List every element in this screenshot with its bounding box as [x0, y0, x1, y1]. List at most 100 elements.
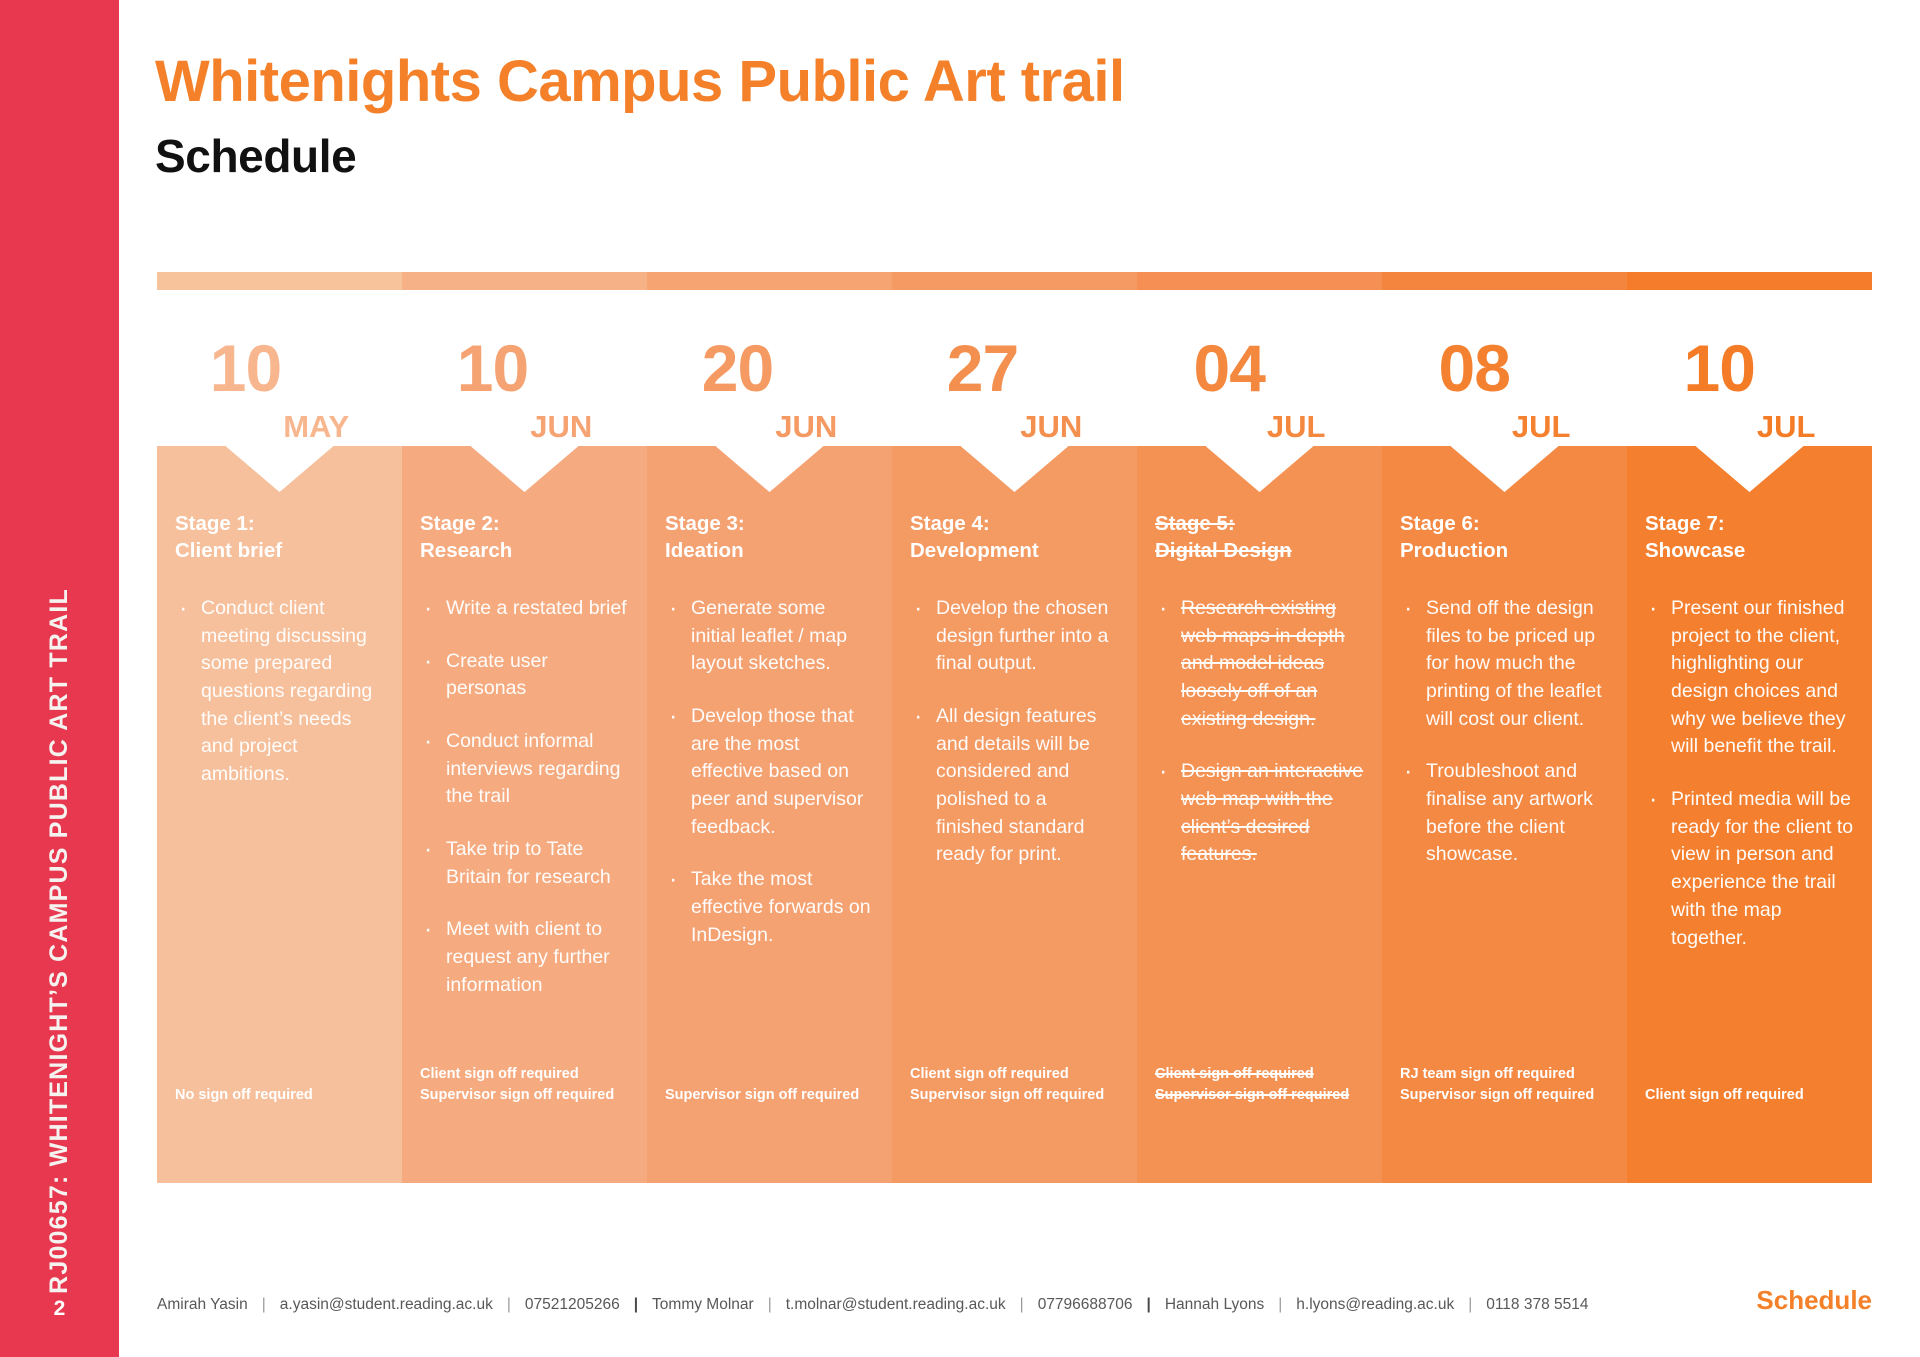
footer-contact-phone: 07521205266	[524, 1296, 620, 1313]
stage-column-inner: Stage 3: Ideation Generate some initial l…	[661, 446, 878, 1183]
date-cell-6: 08 JUL	[1382, 290, 1627, 446]
list-item: All design features and details will be …	[910, 699, 1119, 869]
stage-columns: Stage 1: Client brief Conduct client meet…	[157, 446, 1872, 1183]
left-spine: RJ00657: WHITENIGHT’S CAMPUS PUBLIC ART …	[0, 0, 119, 1357]
list-item: Create user personas	[420, 644, 629, 703]
footer-contact-phone: 07796688706	[1037, 1296, 1133, 1313]
date-day: 10	[1683, 331, 1756, 405]
sign-off-note: RJ team sign off required Supervisor sig…	[1400, 1065, 1595, 1104]
date-day: 10	[209, 331, 282, 405]
date-month: JUN	[1020, 409, 1083, 444]
list-item: Research existing web maps in depth and …	[1155, 591, 1364, 733]
list-item: Send off the design files to be priced u…	[1400, 591, 1609, 733]
stage-title: Stage 5: Digital Design	[1155, 512, 1292, 563]
footer-separator: |	[1278, 1296, 1283, 1313]
stage-title: Stage 2: Research	[420, 512, 513, 563]
sign-off-note: No sign off required	[175, 1087, 313, 1104]
stage-column-inner: Stage 6: Production Send off the design f…	[1396, 446, 1613, 1183]
date-cell-5: 04 JUL	[1137, 290, 1382, 446]
stage-column-inner: Stage 2: Research Write a restated brief C…	[416, 446, 633, 1183]
date-cell-2: 10 JUN	[402, 290, 647, 446]
stage-column-inner: Stage 1: Client brief Conduct client meet…	[171, 446, 388, 1183]
list-item: Take the most effective forwards on InDe…	[665, 862, 874, 949]
stage-task-list: Develop the chosen design further into a…	[910, 591, 1119, 894]
sign-off-note: Supervisor sign off required	[665, 1087, 860, 1104]
list-item: Write a restated brief	[420, 591, 629, 626]
list-item: Printed media will be ready for the clie…	[1645, 782, 1854, 952]
footer-contact-name: Tommy Molnar	[652, 1296, 754, 1313]
stage-task-list: Conduct client meeting discussing some p…	[175, 591, 384, 814]
sign-off-note: Client sign off required Supervisor sign…	[1155, 1065, 1350, 1104]
date-cell-3: 20 JUN	[647, 290, 892, 446]
footer-contact-email[interactable]: a.yasin@student.reading.ac.uk	[279, 1296, 493, 1313]
footer-contact-name: Amirah Yasin	[157, 1296, 248, 1313]
schedule-timeline: 10 MAY 10 JUN 20 JUN 27 JUN 04 JUL 08 JUL 10 JUL Stag…	[157, 272, 1872, 1183]
stage-column-2[interactable]: Stage 2: Research Write a restated brief C…	[402, 446, 647, 1183]
footer-contact-phone: 0118 378 5514	[1486, 1296, 1589, 1313]
date-month: JUL	[1266, 409, 1326, 444]
sign-off-note: Client sign off required Supervisor sign…	[420, 1065, 615, 1104]
list-item: Design an interactive web map with the c…	[1155, 754, 1364, 869]
stage-column-inner: Stage 5: Digital Design Research existing…	[1151, 446, 1368, 1183]
stage-column-1[interactable]: Stage 1: Client brief Conduct client meet…	[157, 446, 402, 1183]
stage-title: Stage 1: Client brief	[175, 512, 283, 563]
spine-label-wrap: RJ00657: WHITENIGHT’S CAMPUS PUBLIC ART …	[0, 0, 119, 1357]
sign-off-note: Client sign off required	[1645, 1087, 1804, 1104]
date-cell-1: 10 MAY	[157, 290, 402, 446]
footer-separator: |	[1146, 1296, 1151, 1313]
list-item: Develop the chosen design further into a…	[910, 591, 1119, 678]
date-day: 27	[946, 331, 1019, 405]
date-month: JUN	[530, 409, 593, 444]
footer-separator: |	[1019, 1296, 1024, 1313]
gradient-segment	[647, 272, 892, 290]
page-title: Whitenights Campus Public Art trail	[155, 49, 1125, 114]
footer-separator: |	[633, 1296, 639, 1313]
stage-task-list: Write a restated brief Create user person…	[420, 591, 629, 1025]
page-number: 2	[53, 1297, 66, 1320]
stage-column-inner: Stage 4: Development Develop the chosen d…	[906, 446, 1123, 1183]
date-month: JUL	[1511, 409, 1571, 444]
date-cell-7: 10 JUL	[1627, 290, 1872, 446]
date-month: MAY	[283, 409, 350, 444]
gradient-segment	[892, 272, 1137, 290]
stage-task-list: Present our finished project to the clie…	[1645, 591, 1854, 977]
stage-column-4[interactable]: Stage 4: Development Develop the chosen d…	[892, 446, 1137, 1183]
footer-separator: |	[261, 1296, 266, 1313]
footer-separator: |	[767, 1296, 772, 1313]
gradient-segment	[1627, 272, 1872, 290]
sign-off-note: Client sign off required Supervisor sign…	[910, 1065, 1105, 1104]
footer-contacts: Amirah Yasin | a.yasin@student.reading.ac.…	[157, 1296, 1817, 1314]
list-item: Troubleshoot and finalise any artwork be…	[1400, 754, 1609, 869]
footer-separator: |	[506, 1296, 511, 1313]
footer-contact-email[interactable]: t.molnar@student.reading.ac.uk	[785, 1296, 1006, 1313]
date-cell-4: 27 JUN	[892, 290, 1137, 446]
list-item: Present our finished project to the clie…	[1645, 591, 1854, 761]
list-item: Take trip to Tate Britain for research	[420, 832, 629, 891]
gradient-segment	[157, 272, 402, 290]
stage-column-3[interactable]: Stage 3: Ideation Generate some initial l…	[647, 446, 892, 1183]
footer-separator: |	[1468, 1296, 1473, 1313]
list-item: Meet with client to request any further …	[420, 912, 629, 999]
date-month: JUL	[1756, 409, 1816, 444]
gradient-segment	[1137, 272, 1382, 290]
stage-task-list: Send off the design files to be priced u…	[1400, 591, 1609, 894]
stage-task-list: Research existing web maps in depth and …	[1155, 591, 1364, 894]
date-month: JUN	[775, 409, 838, 444]
gradient-segment	[402, 272, 647, 290]
stage-column-7[interactable]: Stage 7: Showcase Present our finished pr…	[1627, 446, 1872, 1183]
stage-column-5[interactable]: Stage 5: Digital Design Research existing…	[1137, 446, 1382, 1183]
footer-contact-name: Hannah Lyons	[1164, 1296, 1265, 1313]
footer-brand: Schedule	[1756, 1285, 1872, 1315]
date-day: 20	[701, 331, 774, 405]
page-subtitle: Schedule	[155, 130, 357, 182]
stage-title: Stage 3: Ideation	[665, 512, 745, 563]
stage-task-list: Generate some initial leaflet / map layo…	[665, 591, 874, 975]
list-item: Develop those that are the most effectiv…	[665, 699, 874, 841]
gradient-segment	[1382, 272, 1627, 290]
date-day: 08	[1438, 331, 1511, 405]
stage-column-6[interactable]: Stage 6: Production Send off the design f…	[1382, 446, 1627, 1183]
footer-contact-email[interactable]: h.lyons@reading.ac.uk	[1296, 1296, 1455, 1313]
list-item: Conduct informal interviews regarding th…	[420, 724, 629, 811]
stage-column-inner: Stage 7: Showcase Present our finished pr…	[1641, 446, 1858, 1183]
